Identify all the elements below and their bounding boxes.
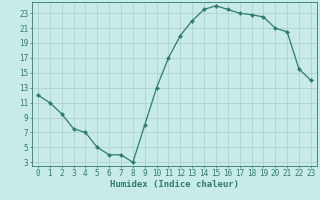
X-axis label: Humidex (Indice chaleur): Humidex (Indice chaleur) xyxy=(110,180,239,189)
